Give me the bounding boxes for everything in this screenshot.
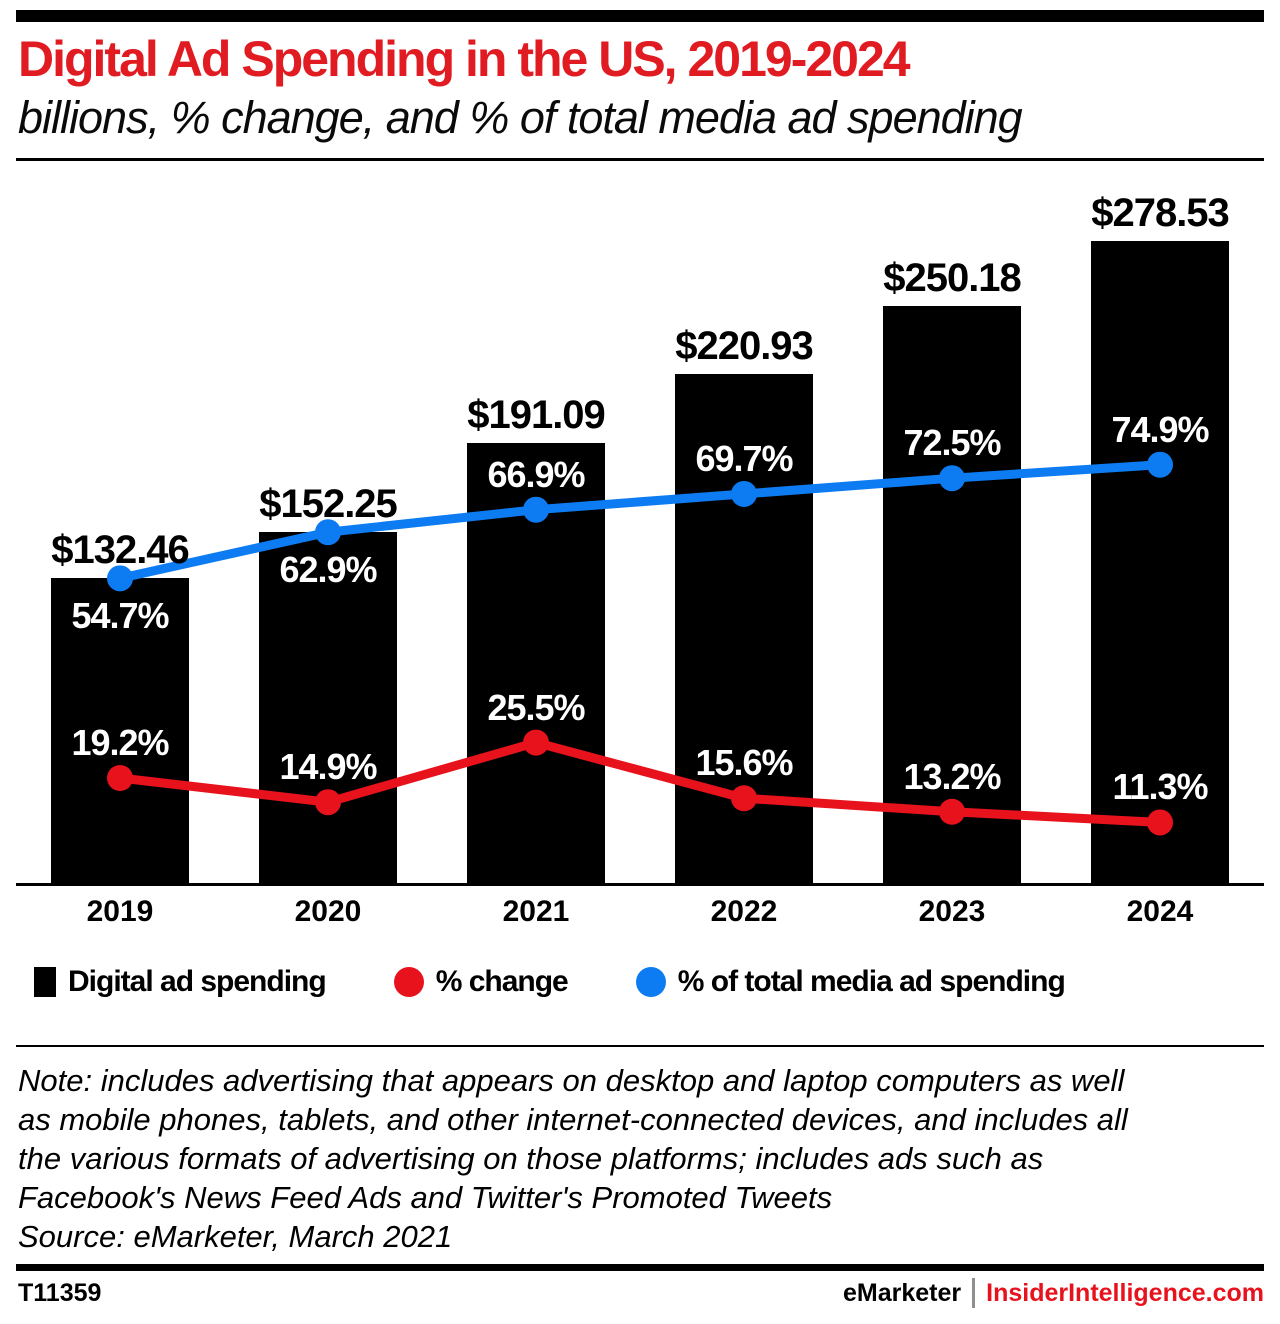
x-tick-2024: 2024	[1126, 895, 1194, 928]
bar-value-label-2024: $278.53	[1091, 191, 1230, 235]
note: Note: includes advertising that appears …	[18, 1061, 1264, 1256]
point-label-% change-2019: 19.2%	[71, 722, 169, 763]
x-tick-2022: 2022	[710, 895, 778, 928]
legend-label: % change	[435, 965, 569, 998]
x-tick-2020: 2020	[294, 895, 362, 928]
line-% change	[119, 737, 1161, 827]
legend: Digital ad spending % change % of total …	[34, 965, 1264, 999]
note-line: as mobile phones, tablets, and other int…	[18, 1102, 1128, 1137]
point-% of total media ad spending-2020	[315, 519, 341, 546]
bar-value-label-2021: $191.09	[467, 393, 606, 437]
bar-value-label-2022: $220.93	[675, 324, 814, 368]
point-label-% of total media ad spending-2021: 66.9%	[487, 453, 585, 495]
bar-value-label-2019: $132.46	[51, 528, 190, 572]
point-% of total media ad spending-2022	[731, 480, 757, 507]
bar-value-label-2023: $250.18	[883, 256, 1022, 300]
line-% of total media ad spending	[119, 460, 1161, 583]
point-% change-2024	[1147, 809, 1173, 836]
legend-item-pct-change: % change	[393, 965, 569, 999]
point-% of total media ad spending-2021	[523, 496, 549, 523]
legend-label: Digital ad spending	[68, 965, 327, 998]
point-label-% change-2022: 15.6%	[695, 742, 793, 784]
note-line: Note: includes advertising that appears …	[18, 1063, 1125, 1098]
x-tick-2019: 2019	[86, 895, 154, 928]
point-label-% of total media ad spending-2019: 54.7%	[71, 595, 169, 637]
chart: $132.46 $152.25 $191.09 $220.93 $250.18 $278.…	[16, 186, 1264, 929]
point-% change-2021	[523, 729, 549, 756]
point-% of total media ad spending-2024	[1147, 451, 1173, 478]
note-line: the various formats of advertising on th…	[18, 1141, 1044, 1176]
note-divider	[16, 1045, 1264, 1047]
point-label-% change-2020: 14.9%	[279, 746, 377, 788]
chart-id: T11359	[18, 1279, 102, 1307]
legend-item-digital-ad-spending: Digital ad spending	[34, 965, 327, 999]
point-label-% change-2021: 25.5%	[487, 686, 585, 728]
legend-label: % of total media ad spending	[677, 965, 1066, 998]
chart-title: Digital Ad Spending in the US, 2019-2024	[18, 31, 911, 87]
point-% of total media ad spending-2019	[107, 565, 133, 592]
header-divider	[16, 158, 1264, 161]
blue-line-swatch-icon	[635, 967, 666, 997]
x-tick-2021: 2021	[502, 895, 570, 928]
bar-series-swatch-icon	[34, 967, 56, 997]
point-label-% change-2023: 13.2%	[903, 755, 1001, 797]
bar-value-label-2020: $152.25	[259, 482, 398, 526]
bar-2020	[259, 532, 397, 883]
red-line-swatch-icon	[393, 967, 424, 997]
bar-2024	[1091, 241, 1229, 883]
point-label-% of total media ad spending-2022: 69.7%	[695, 437, 793, 479]
point-% change-2020	[315, 789, 341, 816]
plot-area: $132.46 $152.25 $191.09 $220.93 $250.18 $278.…	[16, 186, 1264, 886]
point-% change-2023	[939, 798, 965, 825]
note-line: Facebook's News Feed Ads and Twitter's P…	[18, 1180, 833, 1215]
point-label-% of total media ad spending-2020: 62.9%	[279, 549, 377, 591]
footer: T11359 eMarketer InsiderIntelligence.com	[18, 1277, 1264, 1309]
point-label-% of total media ad spending-2024: 74.9%	[1111, 408, 1209, 450]
footer-separator	[972, 1278, 976, 1308]
point-% change-2019	[107, 765, 133, 791]
point-% of total media ad spending-2023	[939, 465, 965, 492]
legend-item-pct-of-total: % of total media ad spending	[635, 965, 1066, 999]
bar-2023	[883, 306, 1021, 883]
line-series-overlay	[107, 451, 1173, 836]
insider-intelligence-link[interactable]: InsiderIntelligence.com	[986, 1279, 1264, 1307]
chart-subtitle: billions, % change, and % of total media…	[18, 92, 1023, 143]
point-label-% change-2024: 11.3%	[1112, 766, 1208, 808]
point-% change-2022	[731, 785, 757, 812]
footer-brand-block: eMarketer InsiderIntelligence.com	[843, 1277, 1264, 1309]
point-label-% of total media ad spending-2023: 72.5%	[903, 422, 1001, 464]
emarketer-logo: eMarketer	[843, 1279, 962, 1307]
bar-2019	[51, 578, 189, 883]
source-line: Source: eMarketer, March 2021	[18, 1219, 453, 1254]
top-accent-bar	[16, 10, 1264, 22]
footer-bar	[16, 1264, 1264, 1271]
x-axis-labels: 2019 2020 2021 2022 2023 2024	[16, 886, 1264, 929]
x-tick-2023: 2023	[918, 895, 986, 928]
